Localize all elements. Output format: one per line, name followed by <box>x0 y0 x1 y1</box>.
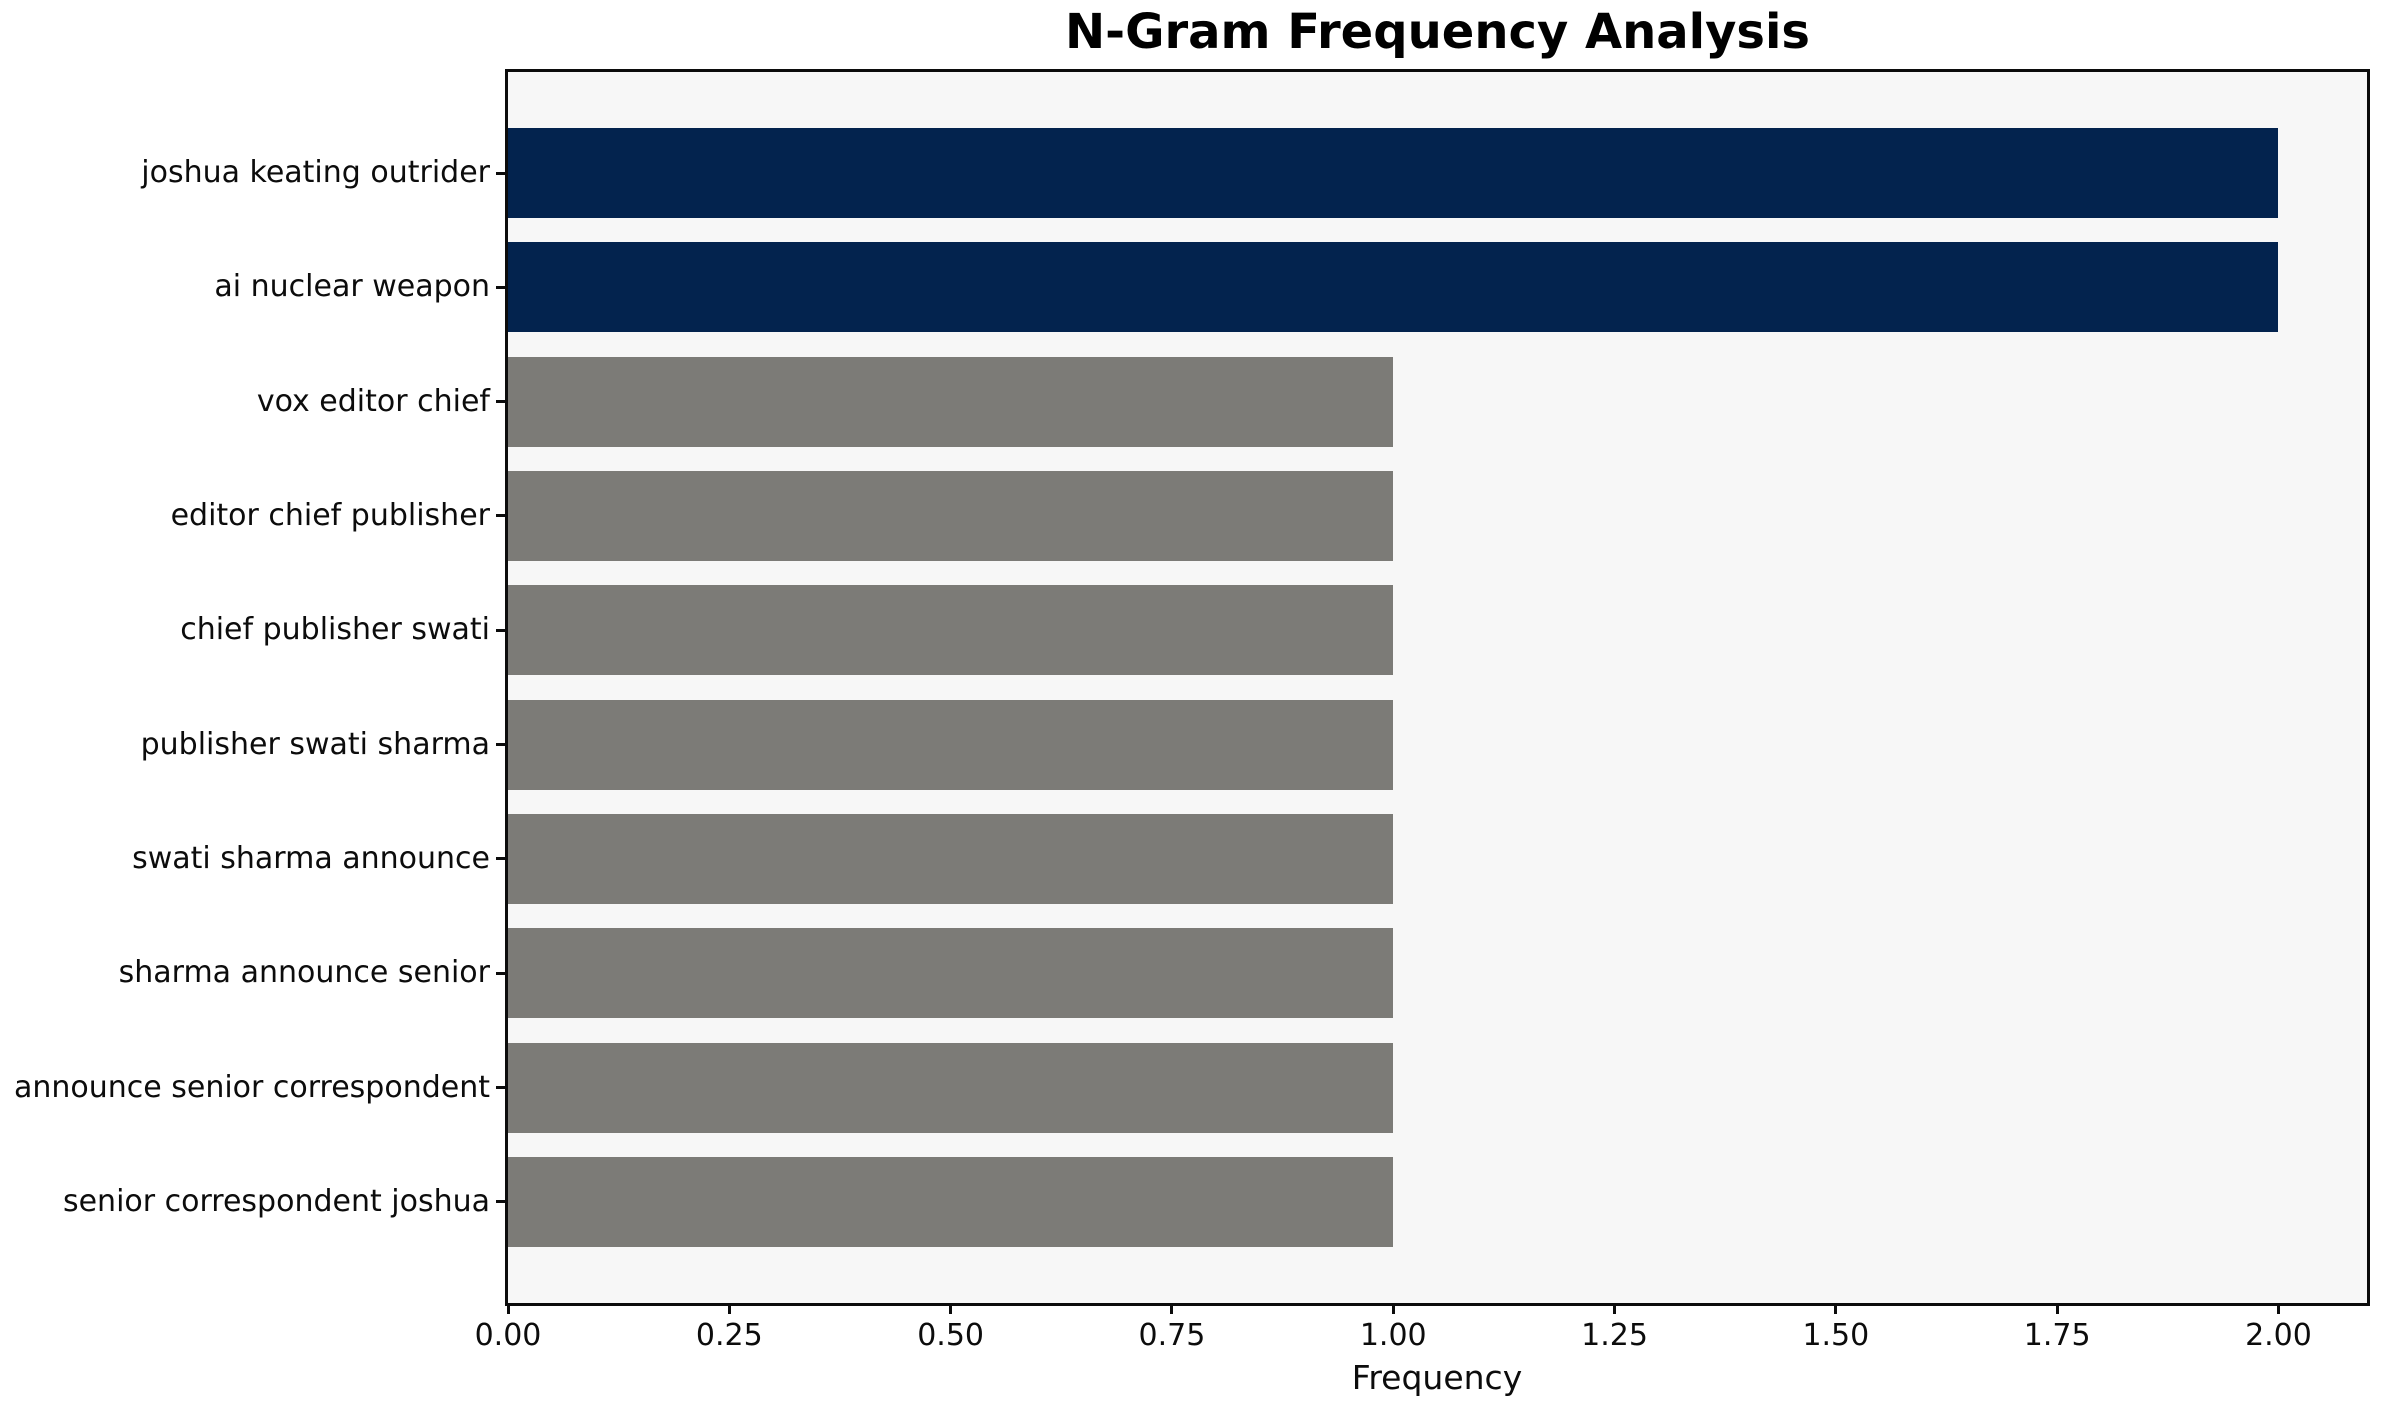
bar <box>508 1042 1393 1133</box>
plot-area <box>505 69 2370 1306</box>
bar <box>508 585 1393 676</box>
x-tick-label: 0.75 <box>1138 1318 1206 1353</box>
y-tick-label: ai nuclear weapon <box>214 269 490 305</box>
x-tick-label: 0.50 <box>917 1318 984 1353</box>
bar <box>508 928 1393 1019</box>
x-tick-label: 1.50 <box>1802 1318 1870 1353</box>
bar <box>508 470 1393 561</box>
y-tick-mark <box>496 628 507 632</box>
bar <box>508 242 2278 333</box>
y-tick-mark <box>496 857 507 861</box>
bar <box>508 356 1393 447</box>
y-tick-label: swati sharma announce <box>132 840 490 876</box>
x-tick-mark <box>506 1303 510 1314</box>
x-tick-mark <box>1613 1303 1617 1314</box>
bar <box>508 813 1393 904</box>
y-tick-mark <box>496 400 507 404</box>
x-tick-label: 2.00 <box>2245 1318 2312 1353</box>
y-tick-label: joshua keating outrider <box>141 155 490 190</box>
x-tick-mark <box>727 1303 731 1314</box>
y-tick-mark <box>496 1200 507 1204</box>
y-tick-mark <box>496 514 507 518</box>
y-tick-label: vox editor chief <box>256 383 490 419</box>
chart-title: N-Gram Frequency Analysis <box>1065 4 1810 60</box>
x-axis-label: Frequency <box>1351 1358 1523 1397</box>
y-tick-mark <box>496 743 507 747</box>
bar <box>508 128 2278 218</box>
y-tick-label: publisher swati sharma <box>140 726 490 762</box>
x-tick-label: 1.25 <box>1581 1318 1648 1353</box>
x-tick-mark <box>2276 1303 2280 1314</box>
y-tick-label: chief publisher swati <box>180 612 490 648</box>
x-tick-label: 0.25 <box>695 1318 763 1353</box>
y-tick-mark <box>496 1086 507 1090</box>
x-tick-mark <box>2055 1303 2059 1314</box>
y-tick-label: announce senior correspondent <box>13 1069 490 1105</box>
y-tick-label: senior correspondent joshua <box>62 1183 490 1219</box>
y-tick-label: editor chief publisher <box>170 497 490 533</box>
x-tick-mark <box>949 1303 953 1314</box>
bar <box>508 1156 1393 1247</box>
y-tick-mark <box>496 971 507 975</box>
x-tick-label: 0.00 <box>474 1318 542 1353</box>
y-tick-mark <box>496 285 507 289</box>
x-tick-label: 1.75 <box>2023 1318 2091 1353</box>
bar <box>508 699 1393 790</box>
x-tick-mark <box>1391 1303 1395 1314</box>
y-tick-mark <box>496 171 507 175</box>
x-tick-label: 1.00 <box>1359 1318 1427 1353</box>
x-tick-mark <box>1170 1303 1174 1314</box>
y-tick-label: sharma announce senior <box>118 955 490 991</box>
x-tick-mark <box>1834 1303 1838 1314</box>
